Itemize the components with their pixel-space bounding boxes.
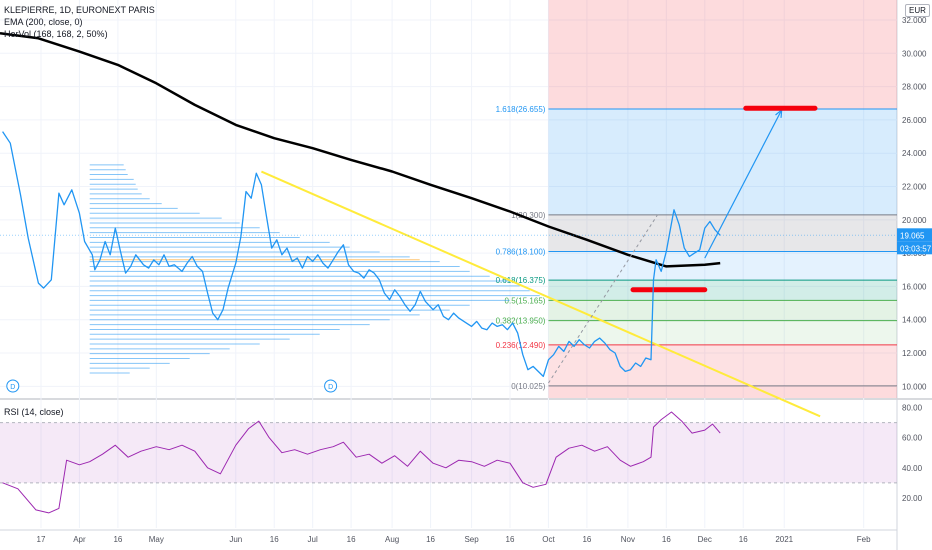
dividend-marker[interactable] [324, 379, 338, 393]
time-tick-label: Jun [229, 535, 242, 544]
price-tick-label: 32.000 [902, 16, 927, 25]
fib-level-label: 0.786(18.100) [496, 247, 546, 256]
rsi-band [0, 422, 897, 483]
time-tick-label: 16 [426, 535, 435, 544]
time-tick-label: 17 [37, 535, 46, 544]
dashed-projection [548, 212, 660, 384]
fib-zone [548, 214, 897, 252]
price-tick-label: 26.000 [902, 116, 927, 125]
fib-zone [548, 280, 897, 301]
forecast-arrow-head [775, 109, 783, 118]
yellow-trendline [261, 170, 821, 418]
fib-zone [548, 251, 897, 281]
price-tick-label: 28.000 [902, 83, 927, 92]
dividend-marker[interactable] [6, 379, 20, 393]
price-tick-label: 12.000 [902, 349, 927, 358]
rsi-tick-label: 80.00 [902, 404, 923, 413]
fib-zone [548, 108, 897, 215]
time-tick-label: Oct [542, 535, 555, 544]
price-tick-label: 10.000 [902, 382, 927, 391]
fib-zone [548, 344, 897, 386]
ema-200-line [0, 32, 721, 268]
time-tick-label: Feb [857, 535, 871, 544]
price-line [0, 131, 897, 378]
time-tick-label: 16 [662, 535, 671, 544]
price-path [2, 131, 721, 378]
dividend-marker-label: D [328, 384, 333, 391]
fib-zone [548, 320, 897, 345]
currency-button[interactable]: EUR [905, 4, 930, 17]
rsi-legend[interactable]: RSI (14, close) [4, 407, 64, 417]
rsi-pane [0, 411, 897, 514]
rsi-path [2, 411, 721, 514]
fib-level-label: 0(10.025) [511, 382, 546, 391]
price-tick-label: 20.000 [902, 216, 927, 225]
horvol-legend[interactable]: HorVol (168, 168, 2, 50%) [4, 29, 108, 39]
last-price-badge [897, 228, 932, 242]
fib-level-label: 0.618(16.375) [496, 276, 546, 285]
dividend-marker-label: D [10, 384, 15, 391]
time-tick-label: May [149, 535, 164, 544]
time-tick-label: Dec [698, 535, 712, 544]
time-tick-label: 16 [270, 535, 279, 544]
price-tick-label: 22.000 [902, 183, 927, 192]
price-axis[interactable]: 10.00012.00014.00016.00018.00020.00022.0… [897, 16, 932, 503]
grid [0, 0, 897, 528]
time-tick-label: 2021 [775, 535, 793, 544]
time-tick-label: 16 [506, 535, 515, 544]
time-axis[interactable]: 17 Apr 16 May Jun 16 Jul 16 Aug 16 Sep 16 Oct 16 Nov 16… [37, 535, 872, 544]
symbol-legend[interactable]: KLEPIERRE, 1D, EURONEXT PARIS [4, 5, 155, 15]
time-tick-label: 16 [739, 535, 748, 544]
time-tick-label: Aug [385, 535, 399, 544]
price-tick-label: 16.000 [902, 282, 927, 291]
time-tick-label: 16 [347, 535, 356, 544]
time-tick-label: Nov [621, 535, 635, 544]
fib-level-label: 0.5(15.165) [505, 296, 546, 305]
volume-profile [89, 164, 540, 374]
rsi-tick-label: 60.00 [902, 434, 923, 443]
ema-200-path [0, 32, 721, 268]
fib-zone-bottom [548, 385, 897, 398]
time-tick-label: Jul [308, 535, 318, 544]
price-tick-label: 30.000 [902, 49, 927, 58]
price-tick-label: 14.000 [902, 316, 927, 325]
time-tick-label: Apr [73, 535, 86, 544]
countdown-badge [897, 241, 932, 255]
price-tick-label: 24.000 [902, 149, 927, 158]
fibonacci-retracement[interactable]: 1.618(26.655) 1(20.300) 0.786(18.100) 0.618… [496, 0, 897, 398]
rsi-tick-label: 20.00 [902, 494, 923, 503]
time-tick-label: 16 [113, 535, 122, 544]
fib-level-label: 0.382(13.950) [496, 317, 546, 326]
time-tick-label: 16 [582, 535, 591, 544]
ema-legend[interactable]: EMA (200, close, 0) [4, 17, 83, 27]
fib-level-label: 1.618(26.655) [496, 105, 546, 114]
fib-zone [548, 300, 897, 321]
countdown-badge-text: 03:03:57 [900, 244, 932, 253]
fib-level-label: 1(20.300) [511, 211, 546, 220]
time-tick-label: Sep [464, 535, 479, 544]
rsi-tick-label: 40.00 [902, 464, 923, 473]
last-price-badge-text: 19.065 [900, 231, 925, 240]
fib-zone-top [548, 0, 897, 109]
